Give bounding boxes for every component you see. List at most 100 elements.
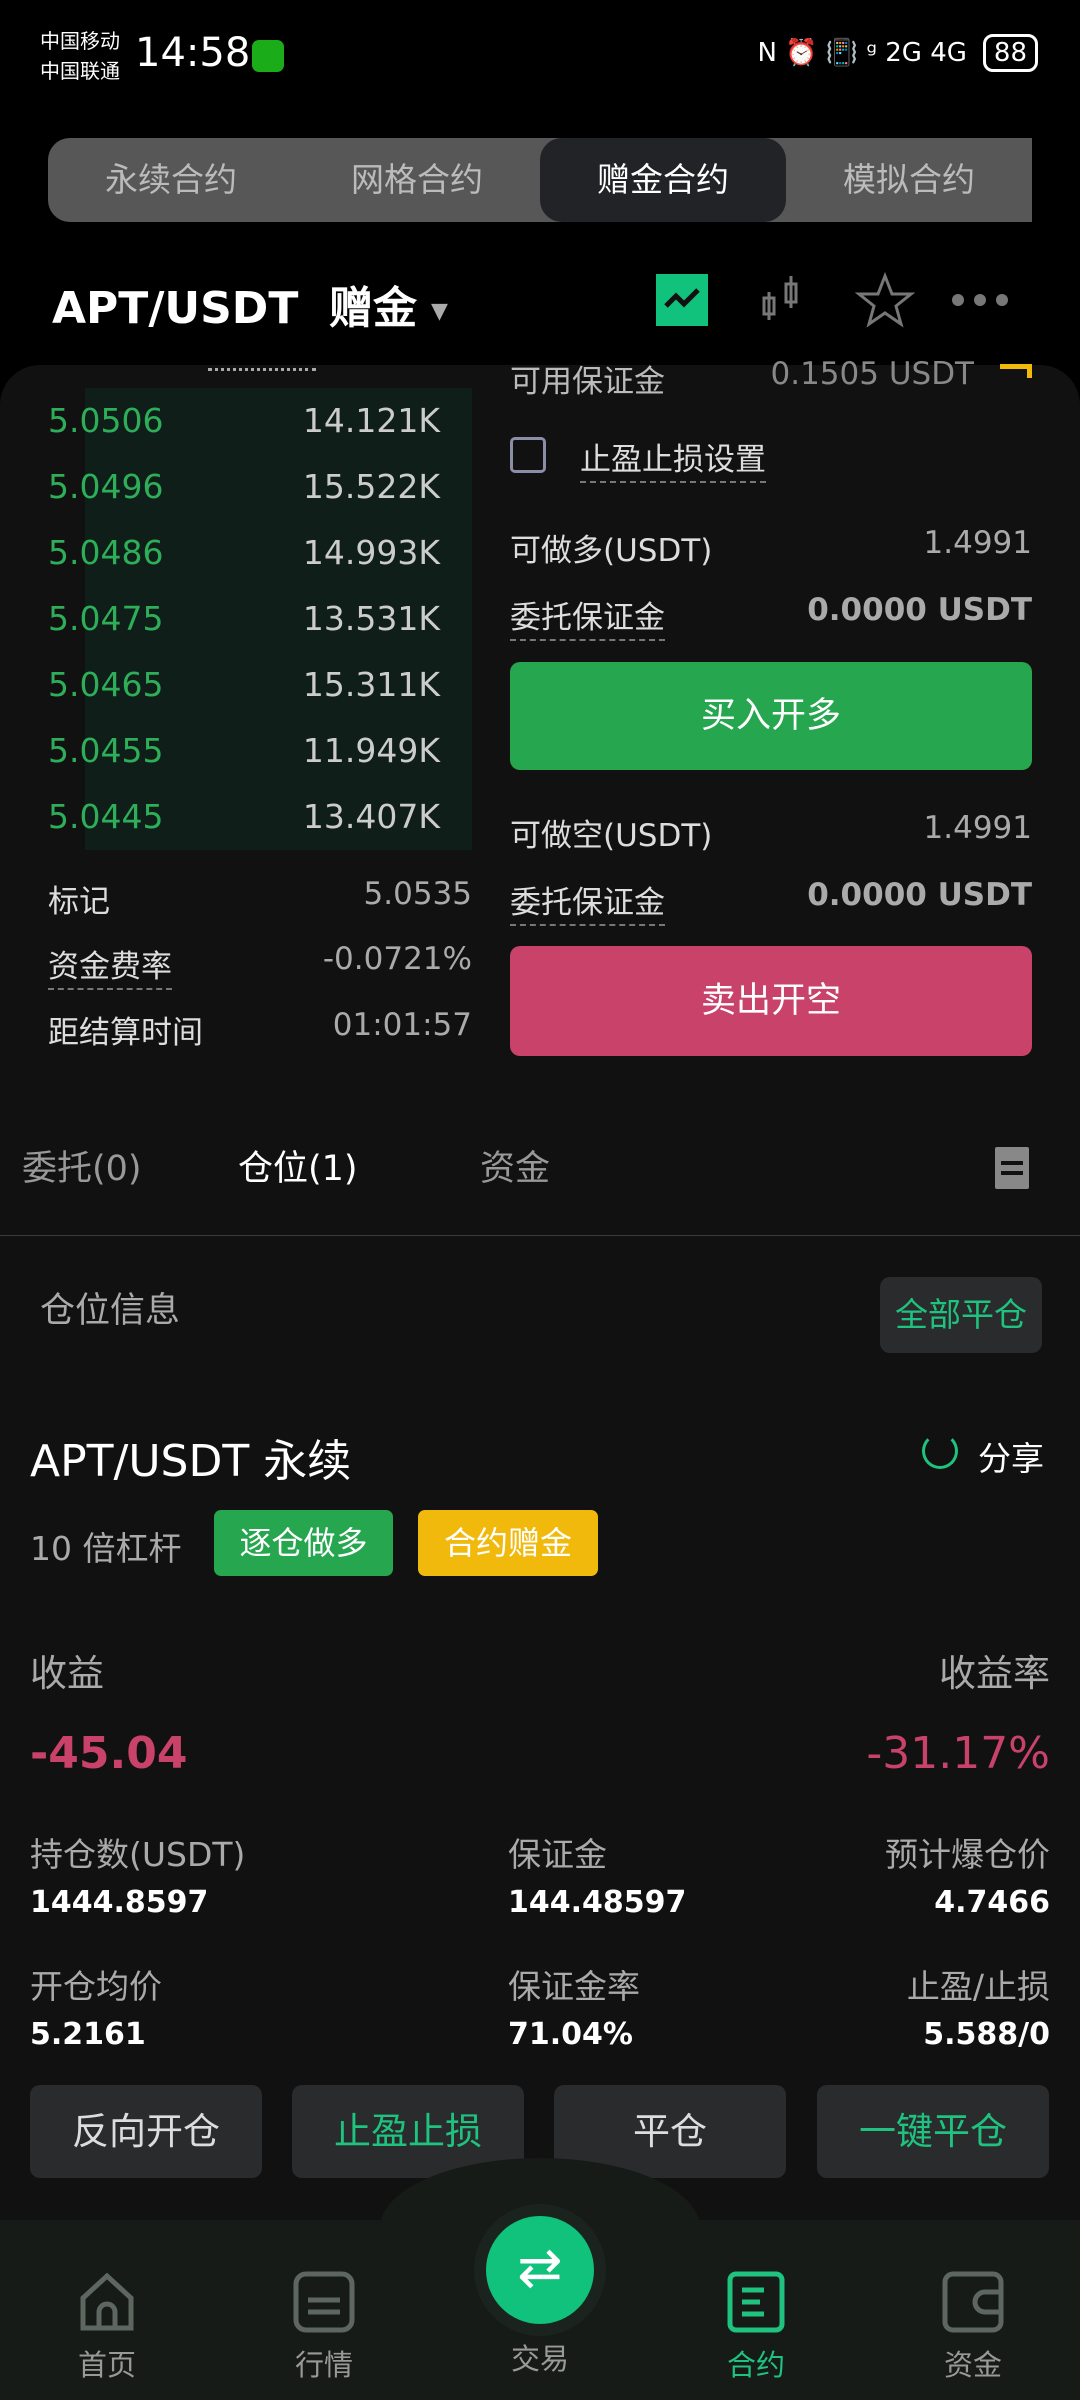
wallet-icon: [942, 2271, 1004, 2333]
tab-bonus[interactable]: 赠金合约: [540, 138, 786, 222]
field-label: 保证金率: [508, 1967, 640, 2006]
available-margin: 0.1505 USDT: [770, 356, 975, 392]
transfer-icon[interactable]: [1000, 364, 1032, 378]
pnl-label: 收益: [30, 1652, 104, 1695]
contract-icon: [727, 2271, 785, 2333]
bid-qty: 13.531K: [302, 599, 440, 638]
order-margin-value: 0.0000 USDT: [807, 877, 1032, 913]
tab-orders[interactable]: 委托(0): [22, 1149, 142, 1189]
orderbook-row[interactable]: 5.0496 15.522K: [48, 454, 440, 520]
bid-qty: 13.407K: [302, 797, 440, 836]
nav-trade[interactable]: 交易: [470, 2336, 610, 2378]
tab-demo[interactable]: 模拟合约: [843, 160, 975, 199]
bonus-tag: 合约赠金: [418, 1510, 598, 1576]
orderbook-row[interactable]: 5.0455 11.949K: [48, 718, 440, 784]
pair-selector[interactable]: APT/USDT 赠金 ▼: [52, 272, 448, 336]
liquidation-price: 4.7466: [934, 1885, 1050, 1920]
nav-contract[interactable]: 合约: [686, 2270, 826, 2384]
nav-label: 行情: [294, 2348, 353, 2382]
orderbook-row[interactable]: 5.0445 13.407K: [48, 784, 440, 850]
signal-icons: N ⏰ 📳 ᵍ 2G 4G: [757, 38, 967, 68]
nav-label: 交易: [510, 2342, 569, 2376]
margin-value: 144.48597: [508, 1885, 687, 1920]
field-label: 预计爆仓价: [885, 1835, 1050, 1874]
quick-close-button[interactable]: 一键平仓: [817, 2085, 1049, 2178]
margin-ratio: 71.04%: [508, 2017, 633, 2052]
max-short-value: 1.4991: [923, 810, 1032, 846]
reverse-button[interactable]: 反向开仓: [30, 2085, 262, 2178]
order-margin-label[interactable]: 委托保证金: [510, 877, 665, 926]
list-icon[interactable]: [995, 1147, 1029, 1189]
bid-price: 5.0506: [48, 401, 164, 440]
divider: [0, 1235, 1080, 1236]
more-icon[interactable]: [950, 270, 1010, 330]
bid-qty: 14.121K: [302, 401, 440, 440]
battery-icon: 88: [982, 34, 1038, 72]
carrier-1: 中国移动: [40, 29, 120, 53]
pair-mode: 赠金: [328, 283, 417, 334]
buy-long-button[interactable]: 买入开多: [510, 662, 1032, 770]
bid-price: 5.0465: [48, 665, 164, 704]
bid-price: 5.0445: [48, 797, 164, 836]
entry-price: 5.2161: [30, 2017, 146, 2052]
field-label: 保证金: [508, 1835, 607, 1874]
bid-price: 5.0496: [48, 467, 164, 506]
tab-assets[interactable]: 资金: [480, 1149, 551, 1189]
bid-qty: 15.311K: [302, 665, 440, 704]
available-margin-label: 可用保证金: [510, 364, 665, 400]
field-label: 持仓数(USDT): [30, 1835, 246, 1874]
order-margin-label[interactable]: 委托保证金: [510, 592, 665, 641]
share-icon[interactable]: [922, 1433, 958, 1469]
nav-home[interactable]: 首页: [37, 2270, 177, 2384]
precision-selector[interactable]: [208, 368, 316, 371]
bid-price: 5.0455: [48, 731, 164, 770]
max-long-value: 1.4991: [923, 525, 1032, 561]
home-icon: [80, 2272, 134, 2331]
carrier-names: 中国移动 中国联通: [40, 26, 120, 86]
roe-value: -31.17%: [866, 1728, 1050, 1779]
position-size: 1444.8597: [30, 1885, 209, 1920]
status-time: 14:58: [135, 30, 251, 76]
contract-type-tabs: 永续合约 网格合约 赠金合约 模拟合约: [48, 138, 1032, 222]
pnl-value: -45.04: [30, 1728, 188, 1779]
nav-label: 合约: [726, 2348, 785, 2382]
close-all-button[interactable]: 全部平仓: [880, 1277, 1042, 1353]
position-name: APT/USDT 永续: [30, 1436, 352, 1487]
orderbook-row[interactable]: 5.0506 14.121K: [48, 388, 440, 454]
mark-label: 标记: [48, 884, 110, 920]
line-chart-icon[interactable]: [652, 270, 712, 330]
orderbook-row[interactable]: 5.0465 15.311K: [48, 652, 440, 718]
markets-icon: [293, 2271, 355, 2333]
tab-positions[interactable]: 仓位(1): [238, 1149, 358, 1189]
leverage: 10 倍杠杆: [30, 1529, 182, 1568]
tpsl-setting-label[interactable]: 止盈止损设置: [580, 434, 766, 483]
status-indicators: N ⏰ 📳 ᵍ 2G 4G 88: [757, 34, 1038, 72]
trade-swap-icon[interactable]: ⇄: [486, 2216, 594, 2324]
tab-grid[interactable]: 网格合约: [351, 160, 483, 199]
max-long-label: 可做多(USDT): [510, 533, 713, 569]
funding-rate: -0.0721%: [322, 941, 472, 977]
sell-short-button[interactable]: 卖出开空: [510, 946, 1032, 1056]
nav-markets[interactable]: 行情: [254, 2270, 394, 2384]
star-icon[interactable]: [855, 270, 915, 330]
candlestick-icon[interactable]: [752, 270, 812, 330]
orderbook-row[interactable]: 5.0486 14.993K: [48, 520, 440, 586]
wechat-icon: [252, 40, 284, 72]
order-margin-value: 0.0000 USDT: [807, 592, 1032, 628]
max-short-label: 可做空(USDT): [510, 818, 713, 854]
tab-perpetual[interactable]: 永续合约: [105, 160, 237, 199]
nav-assets[interactable]: 资金: [903, 2270, 1043, 2384]
funding-label[interactable]: 资金费率: [48, 941, 172, 990]
nav-label: 首页: [77, 2348, 136, 2382]
depth-background: [85, 388, 472, 850]
mark-price: 5.0535: [363, 876, 472, 912]
nav-label: 资金: [943, 2348, 1002, 2382]
settle-countdown: 01:01:57: [332, 1007, 472, 1043]
tpsl-checkbox[interactable]: [510, 437, 546, 473]
share-button[interactable]: 分享: [978, 1439, 1044, 1478]
bid-qty: 11.949K: [302, 731, 440, 770]
settle-label: 距结算时间: [48, 1015, 203, 1051]
orderbook-row[interactable]: 5.0475 13.531K: [48, 586, 440, 652]
caret-down-icon: ▼: [430, 298, 448, 324]
pair-name: APT/USDT: [52, 283, 299, 334]
